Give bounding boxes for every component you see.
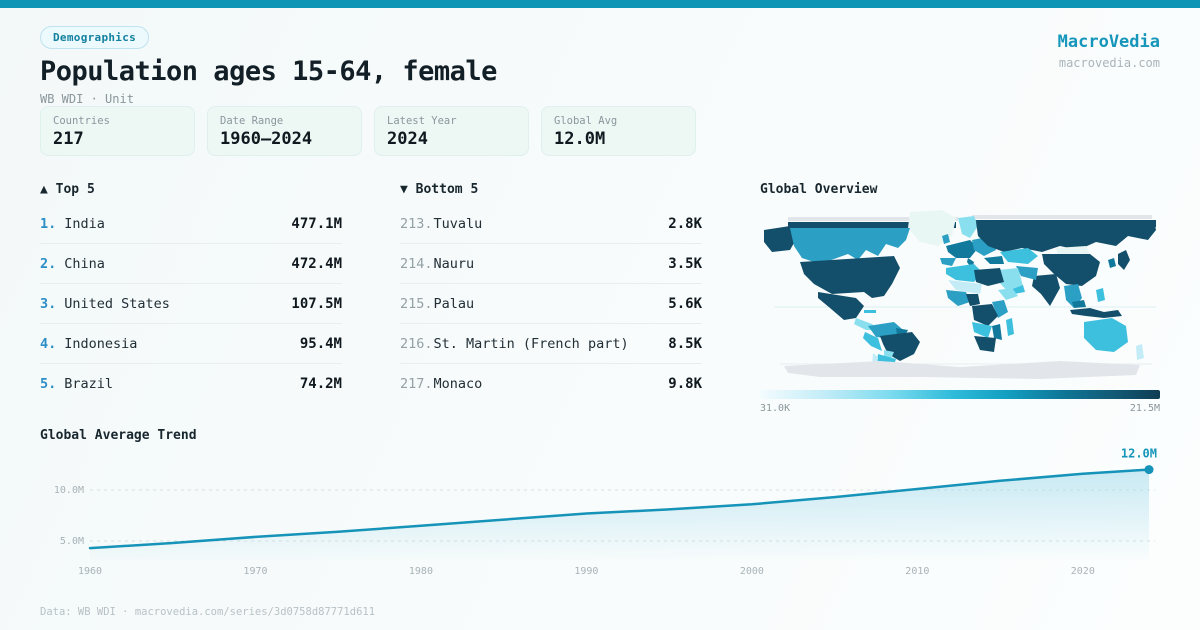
stat-value: 2024 bbox=[387, 129, 428, 149]
color-scale-labels: 31.0K 21.5M bbox=[760, 403, 1160, 414]
list-item: 5. Brazil 74.2M bbox=[40, 364, 342, 404]
scale-min: 31.0K bbox=[760, 403, 791, 414]
stat-value: 217 bbox=[53, 129, 84, 149]
world-map bbox=[764, 210, 1156, 379]
stat-card-countries: Countries 217 bbox=[40, 106, 195, 156]
list-item: 216. St. Martin (French part) 8.5K bbox=[400, 324, 702, 364]
trend-line-chart: 5.0M 10.0M 12.0M 1960 1970 1980 1990 2000 2010 20… bbox=[54, 447, 1157, 577]
svg-text:1960: 1960 bbox=[78, 566, 102, 577]
country-name: Palau bbox=[433, 295, 475, 312]
country-name: Indonesia bbox=[64, 335, 138, 352]
page-title: Population ages 15-64, female bbox=[40, 56, 497, 87]
brand-url[interactable]: macrovedia.com bbox=[1058, 56, 1160, 70]
country-value: 5.6K bbox=[668, 295, 702, 312]
brand-name[interactable]: MacroVedia bbox=[1057, 32, 1160, 52]
country-value: 107.5M bbox=[291, 295, 342, 312]
country-name: India bbox=[64, 215, 105, 232]
list-item: 213. Tuvalu 2.8K bbox=[400, 204, 702, 244]
svg-text:10.0M: 10.0M bbox=[54, 485, 84, 496]
bottom5-panel: ▼ Bottom 5 213. Tuvalu 2.8K 214. Nauru 3.5K … bbox=[400, 182, 702, 404]
country-name: St. Martin (French part) bbox=[433, 335, 629, 352]
country-value: 472.4M bbox=[291, 255, 342, 272]
svg-text:2020: 2020 bbox=[1071, 566, 1095, 577]
rank: 3. bbox=[40, 295, 57, 312]
stat-label: Global Avg bbox=[554, 115, 618, 127]
country-value: 8.5K bbox=[668, 335, 702, 352]
top5-list: 1. India 477.1M 2. China 472.4M 3. United Sta… bbox=[40, 204, 342, 404]
bottom5-header: ▼ Bottom 5 bbox=[400, 182, 702, 197]
country-value: 74.2M bbox=[299, 376, 342, 392]
rank: 216. bbox=[400, 335, 433, 352]
stat-value: 1960–2024 bbox=[220, 129, 313, 149]
list-item: 1. India 477.1M bbox=[40, 204, 342, 244]
list-item: 2. China 472.4M bbox=[40, 244, 342, 284]
top5-panel: ▲ Top 5 1. India 477.1M 2. China 472.4M 3. Un… bbox=[40, 182, 342, 404]
stat-label: Countries bbox=[53, 115, 110, 127]
country-name: Nauru bbox=[433, 255, 475, 272]
stat-card-global-avg: Global Avg 12.0M bbox=[541, 106, 696, 156]
country-name: China bbox=[64, 255, 105, 272]
svg-text:1970: 1970 bbox=[243, 566, 267, 577]
rank: 214. bbox=[400, 255, 433, 272]
stat-label: Date Range bbox=[220, 115, 284, 127]
up-triangle-icon: ▲ bbox=[40, 182, 48, 197]
country-value: 477.1M bbox=[291, 215, 342, 232]
color-scale-bar bbox=[760, 390, 1160, 399]
bottom5-title: Bottom 5 bbox=[415, 182, 479, 197]
country-value: 95.4M bbox=[299, 335, 342, 352]
country-name: Brazil bbox=[64, 376, 114, 392]
top5-title: Top 5 bbox=[55, 182, 95, 197]
stat-cards: Countries 217 Date Range 1960–2024 Lates… bbox=[40, 106, 696, 156]
list-item: 3. United States 107.5M bbox=[40, 284, 342, 324]
country-name: Monaco bbox=[433, 376, 483, 392]
rank: 2. bbox=[40, 255, 57, 272]
country-value: 9.8K bbox=[668, 376, 702, 392]
list-item: 4. Indonesia 95.4M bbox=[40, 324, 342, 364]
header: Demographics Population ages 15-64, fema… bbox=[40, 26, 497, 106]
down-triangle-icon: ▼ bbox=[400, 182, 408, 197]
list-item: 215. Palau 5.6K bbox=[400, 284, 702, 324]
rank: 217. bbox=[400, 376, 433, 392]
trend-panel: Global Average Trend 5.0M 10.0M 12.0M 1960 1… bbox=[40, 428, 1160, 593]
country-name: United States bbox=[64, 295, 170, 312]
brand-block: MacroVedia macrovedia.com bbox=[1058, 32, 1160, 70]
rank: 215. bbox=[400, 295, 433, 312]
stat-card-date-range: Date Range 1960–2024 bbox=[207, 106, 362, 156]
svg-text:5.0M: 5.0M bbox=[60, 536, 84, 547]
bottom5-list: 213. Tuvalu 2.8K 214. Nauru 3.5K 215. Palau 5.… bbox=[400, 204, 702, 404]
footer-attribution: Data: WB WDI · macrovedia.com/series/3d0… bbox=[40, 606, 376, 618]
rank: 4. bbox=[40, 335, 57, 352]
stat-value: 12.0M bbox=[554, 129, 606, 149]
rank: 5. bbox=[40, 376, 57, 392]
svg-text:2000: 2000 bbox=[740, 566, 764, 577]
country-name: Tuvalu bbox=[433, 215, 483, 232]
country-value: 3.5K bbox=[668, 255, 702, 272]
top5-header: ▲ Top 5 bbox=[40, 182, 342, 197]
stat-card-latest-year: Latest Year 2024 bbox=[374, 106, 529, 156]
map-title: Global Overview bbox=[760, 182, 878, 197]
map-panel: Global Overview 31.0K 21.5M bbox=[760, 182, 1160, 414]
top-accent-bar bbox=[0, 0, 1200, 8]
trend-title: Global Average Trend bbox=[40, 428, 197, 443]
list-item: 214. Nauru 3.5K bbox=[400, 244, 702, 284]
svg-text:12.0M: 12.0M bbox=[1121, 447, 1157, 461]
stat-label: Latest Year bbox=[387, 115, 457, 127]
scale-max: 21.5M bbox=[1129, 403, 1160, 414]
country-value: 2.8K bbox=[668, 215, 702, 232]
list-item: 217. Monaco 9.8K bbox=[400, 364, 702, 404]
rank: 1. bbox=[40, 215, 57, 232]
category-badge[interactable]: Demographics bbox=[40, 26, 150, 49]
svg-text:1990: 1990 bbox=[574, 566, 598, 577]
svg-text:1980: 1980 bbox=[409, 566, 433, 577]
page-subtitle: WB WDI · Unit bbox=[40, 92, 134, 106]
rank: 213. bbox=[400, 215, 433, 232]
svg-text:2010: 2010 bbox=[905, 566, 929, 577]
